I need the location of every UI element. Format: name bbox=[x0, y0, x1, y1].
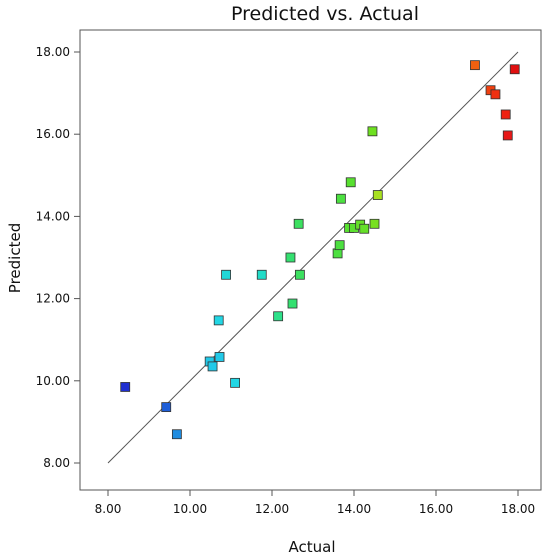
x-tick-label: 16.00 bbox=[419, 502, 453, 516]
data-point bbox=[171, 429, 182, 440]
data-point bbox=[256, 269, 267, 280]
data-point bbox=[294, 269, 305, 280]
x-tick-label: 18.00 bbox=[501, 502, 535, 516]
data-point bbox=[120, 382, 131, 392]
data-point bbox=[502, 130, 513, 141]
data-point bbox=[161, 402, 172, 413]
plot-frame bbox=[79, 29, 542, 491]
data-point bbox=[332, 248, 343, 259]
data-point bbox=[273, 311, 284, 322]
data-point bbox=[287, 298, 298, 309]
data-point bbox=[359, 223, 370, 234]
y-tick-label: 10.00 bbox=[36, 374, 70, 388]
x-tick-label: 8.00 bbox=[95, 502, 122, 516]
reference-line bbox=[107, 51, 519, 464]
data-point bbox=[369, 218, 380, 229]
data-point bbox=[335, 193, 346, 204]
data-point bbox=[509, 64, 520, 75]
y-axis-label: Predicted bbox=[6, 223, 24, 293]
y-tick-label: 14.00 bbox=[36, 209, 70, 223]
data-point bbox=[221, 269, 231, 280]
x-tick-label: 10.00 bbox=[173, 502, 207, 516]
data-point bbox=[500, 109, 511, 120]
data-point bbox=[490, 89, 501, 100]
y-tick-label: 18.00 bbox=[36, 45, 70, 59]
chart-title: Predicted vs. Actual bbox=[231, 3, 419, 25]
x-axis-ticks: 8.00 10.00 12.00 14.00 16.00 18.00 bbox=[95, 490, 535, 516]
x-tick-label: 12.00 bbox=[255, 502, 289, 516]
y-axis-ticks: 8.00 10.00 12.00 14.00 16.00 18.00 bbox=[36, 45, 80, 470]
data-point bbox=[345, 177, 356, 188]
y-tick-label: 16.00 bbox=[36, 127, 70, 141]
y-tick-label: 8.00 bbox=[43, 456, 70, 470]
x-tick-label: 14.00 bbox=[337, 502, 371, 516]
data-point bbox=[293, 218, 304, 229]
data-point bbox=[285, 252, 296, 263]
data-point bbox=[207, 361, 218, 372]
data-point bbox=[470, 60, 480, 71]
data-point bbox=[367, 126, 378, 137]
x-axis-label: Actual bbox=[289, 538, 336, 556]
data-point bbox=[372, 190, 383, 200]
data-point bbox=[214, 352, 225, 362]
data-points bbox=[120, 60, 520, 440]
data-point bbox=[213, 315, 224, 326]
data-point bbox=[334, 240, 345, 251]
y-tick-label: 12.00 bbox=[36, 292, 70, 306]
data-point bbox=[230, 377, 241, 388]
